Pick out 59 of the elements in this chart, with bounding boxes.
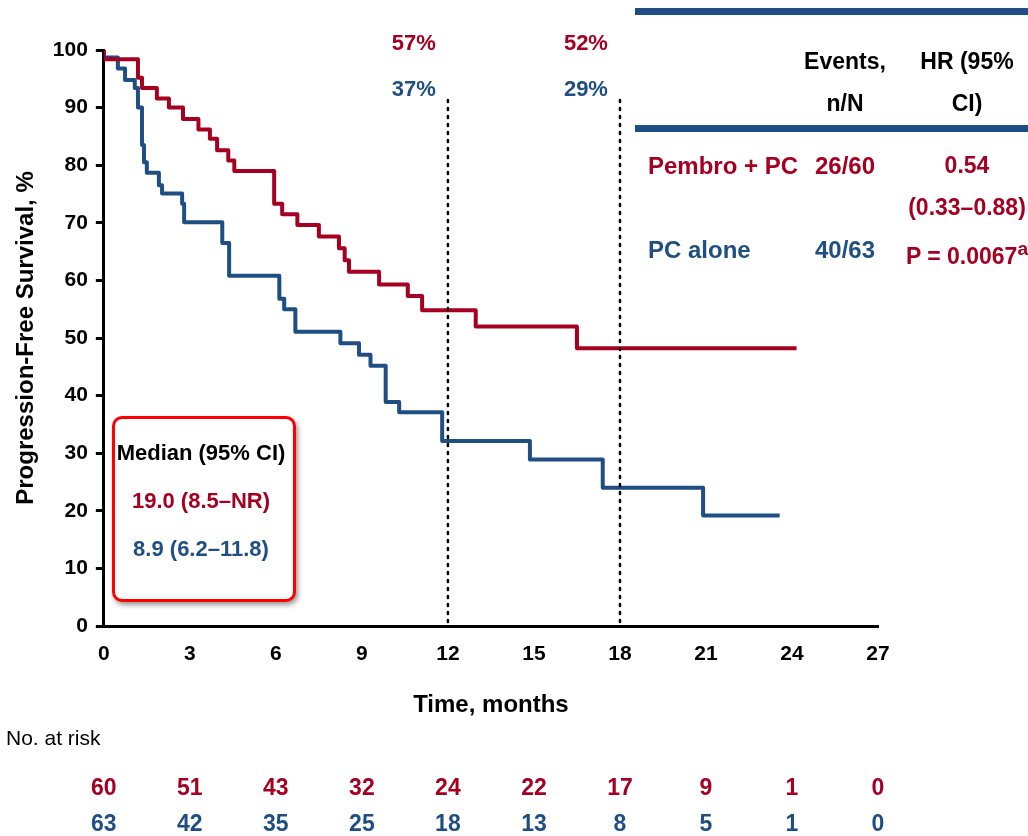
x-tick-label: 18 [608, 641, 632, 665]
annotation: 26/60 [814, 152, 876, 180]
text: PC alone [648, 236, 751, 264]
y-tick-label: 0 [76, 612, 88, 636]
annotation: 8.9 (6.2–11.8) [133, 536, 269, 562]
y-tick-label: 70 [64, 209, 88, 233]
y-axis-title: Progression-Free Survival, % [11, 171, 39, 505]
text: Pembro + PC [648, 152, 799, 180]
text: 60 [91, 774, 117, 801]
text: 17 [607, 774, 633, 801]
text: 0.54 (0.33–0.88) [908, 152, 1026, 221]
x-tick-label: 6 [270, 641, 282, 665]
x-axis-title: Time, months [413, 690, 569, 718]
y-tick-label: 90 [64, 94, 88, 118]
text: 1 [785, 810, 799, 836]
text: 8 [613, 810, 627, 836]
annotation: 52% [563, 30, 608, 56]
y-tick-label: 30 [64, 440, 88, 463]
x-tick-label: 9 [356, 641, 368, 665]
y-tick-label: 50 [64, 324, 88, 348]
text: 0 [871, 774, 885, 801]
text: 22 [521, 774, 547, 801]
x-tick-label: 3 [184, 641, 196, 665]
y-tick-label: 80 [64, 152, 88, 175]
text: 5 [699, 810, 713, 836]
annotation: 37% [391, 76, 436, 102]
annotation: 29% [563, 76, 608, 102]
y-tick-label: 60 [64, 267, 88, 291]
text: P = 0.0067$^{a}$ [905, 238, 1028, 270]
y-tick-label: 40 [64, 382, 88, 406]
text: 42 [177, 810, 203, 836]
text: 0 [871, 810, 885, 836]
annotation: 57% [391, 30, 436, 56]
x-tick-label: 21 [694, 641, 718, 665]
x-tick-label: 24 [780, 641, 804, 665]
text: 1 [785, 774, 799, 801]
text: 13 [521, 810, 547, 836]
text: 35 [263, 810, 289, 836]
y-tick-label: 20 [64, 497, 88, 521]
x-tick-label: 27 [866, 641, 890, 665]
annotation: Median (95% CI) [116, 440, 286, 466]
text: 32 [349, 774, 375, 801]
text: 18 [435, 810, 461, 836]
annotation: 40/63 [814, 236, 876, 264]
y-tick-label: 10 [64, 555, 88, 579]
text: 24 [435, 774, 461, 801]
text: 9 [699, 774, 713, 801]
text: No. at risk [6, 726, 101, 750]
x-tick-label: 12 [436, 641, 460, 665]
text: 63 [91, 810, 117, 836]
annotation: Events, n/N [804, 47, 886, 118]
text: HR (95% CI) [920, 47, 1014, 118]
text: 51 [177, 774, 203, 801]
y-tick-label: 100 [52, 36, 88, 60]
annotation: 19.0 (8.5–NR) [131, 488, 271, 514]
text: 43 [263, 774, 289, 801]
x-tick-label: 0 [97, 641, 110, 665]
text: 25 [349, 810, 375, 836]
x-tick-label: 15 [522, 641, 546, 665]
